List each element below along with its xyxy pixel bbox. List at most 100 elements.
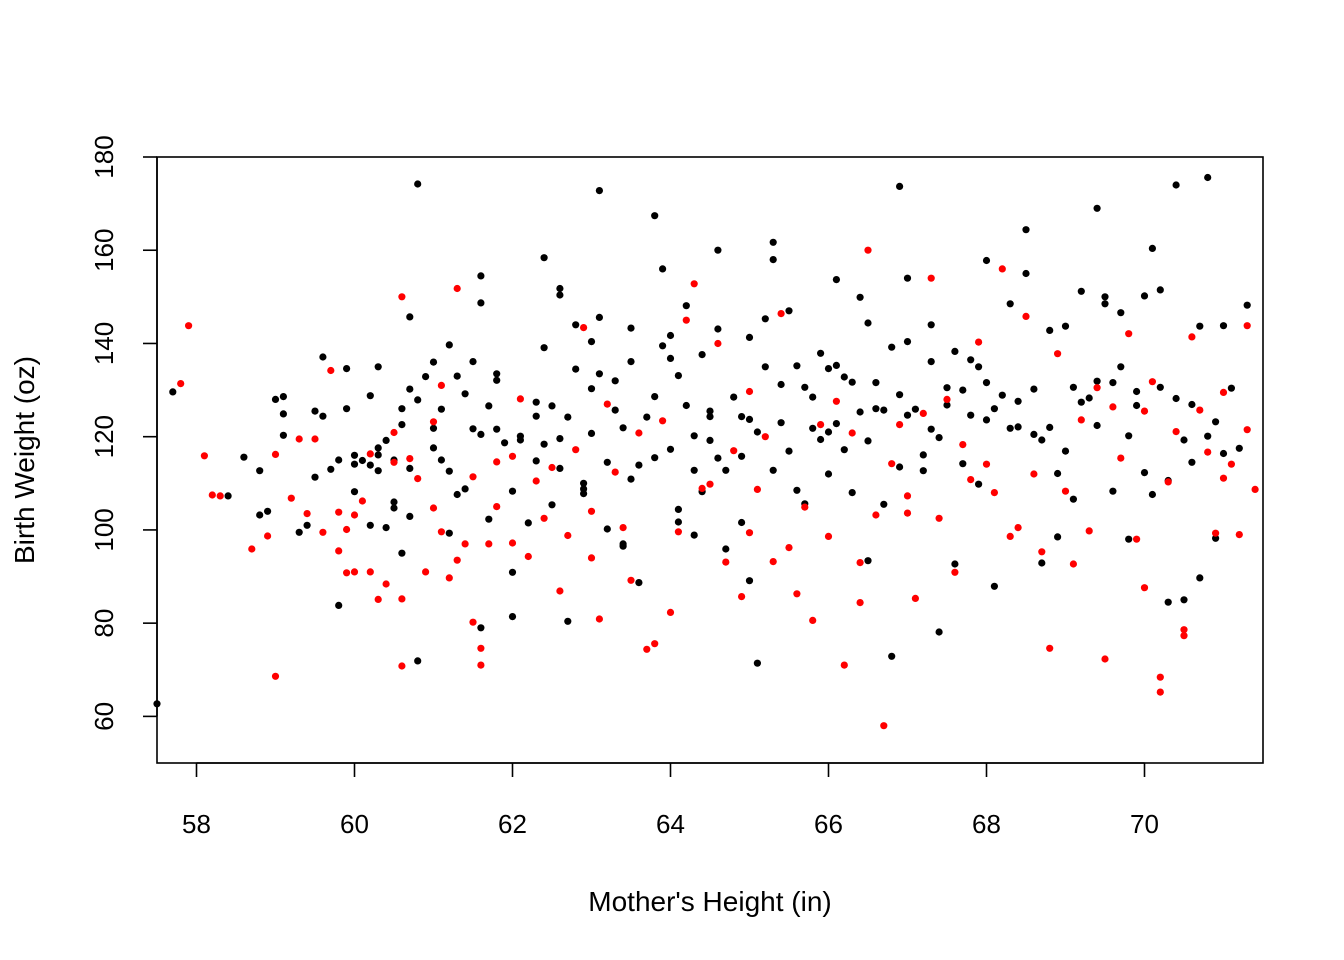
data-point-s1-17 xyxy=(343,569,351,577)
data-point-s0-200 xyxy=(927,321,935,329)
data-point-s1-58 xyxy=(572,446,580,454)
data-point-s1-35 xyxy=(429,418,438,426)
data-point-s1-82 xyxy=(745,529,754,537)
data-point-s1-47 xyxy=(493,503,501,511)
data-point-s0-41 xyxy=(406,385,414,393)
data-point-s0-55 xyxy=(445,529,453,537)
data-point-s1-91 xyxy=(817,421,825,429)
data-point-s0-198 xyxy=(919,467,927,475)
data-point-s0-244 xyxy=(1101,293,1109,301)
data-point-s0-25 xyxy=(358,456,366,465)
data-point-s0-135 xyxy=(706,413,714,421)
data-point-s0-129 xyxy=(682,401,690,410)
x-tick-label-3: 64 xyxy=(656,809,685,839)
data-point-s1-113 xyxy=(975,338,983,346)
data-point-s1-4 xyxy=(216,492,224,500)
data-point-s0-250 xyxy=(1125,535,1133,543)
data-point-s1-37 xyxy=(437,528,445,536)
data-point-s0-12 xyxy=(303,521,311,529)
data-point-s1-152 xyxy=(1243,426,1251,434)
data-point-s0-51 xyxy=(429,444,438,452)
data-point-s0-11 xyxy=(295,528,303,536)
data-point-s1-131 xyxy=(1117,454,1125,462)
data-point-s0-143 xyxy=(730,393,738,401)
data-point-s0-204 xyxy=(943,384,951,392)
data-point-s0-62 xyxy=(469,425,477,433)
data-point-s0-251 xyxy=(1125,432,1133,440)
data-point-s0-128 xyxy=(682,302,690,310)
data-point-s0-98 xyxy=(587,338,596,346)
data-point-s0-225 xyxy=(1022,269,1030,278)
data-point-s0-191 xyxy=(896,463,904,471)
data-point-s1-136 xyxy=(1148,378,1156,386)
data-point-s0-6 xyxy=(264,507,272,515)
data-point-s1-132 xyxy=(1125,330,1133,338)
data-point-s1-76 xyxy=(706,480,714,488)
data-point-s0-82 xyxy=(540,254,548,262)
data-point-s0-270 xyxy=(1204,173,1212,182)
data-point-s0-4 xyxy=(256,511,264,519)
data-point-s0-18 xyxy=(335,601,343,610)
data-point-s1-116 xyxy=(998,265,1006,273)
data-point-s0-201 xyxy=(927,425,935,433)
data-point-s0-35 xyxy=(390,504,398,512)
data-point-s0-79 xyxy=(532,412,540,420)
data-point-s1-73 xyxy=(682,316,690,324)
data-point-s1-52 xyxy=(524,552,532,561)
data-point-s0-254 xyxy=(1140,292,1149,300)
data-point-s0-121 xyxy=(659,342,667,350)
data-point-s0-111 xyxy=(627,358,635,366)
data-point-s1-90 xyxy=(809,616,817,625)
data-point-s0-146 xyxy=(738,452,746,460)
data-point-s0-90 xyxy=(556,435,564,443)
data-point-s0-40 xyxy=(398,405,406,413)
data-point-s0-59 xyxy=(461,485,469,493)
data-point-s1-98 xyxy=(864,246,872,254)
data-point-s0-74 xyxy=(508,613,517,621)
data-point-s1-138 xyxy=(1156,688,1164,696)
data-point-s0-126 xyxy=(674,518,683,526)
data-point-s0-132 xyxy=(690,531,698,539)
data-point-s0-16 xyxy=(319,412,327,420)
data-point-s0-133 xyxy=(698,351,706,359)
data-point-s1-114 xyxy=(982,460,991,468)
data-point-s0-47 xyxy=(414,657,422,665)
data-point-s0-213 xyxy=(975,480,983,488)
data-point-s1-10 xyxy=(295,435,303,443)
data-point-s1-65 xyxy=(619,524,627,532)
data-point-s0-7 xyxy=(271,395,280,403)
data-point-s0-267 xyxy=(1188,458,1196,466)
x-axis: 58 60 62 64 66 68 70 xyxy=(182,762,1159,839)
data-point-s0-45 xyxy=(414,180,422,188)
data-point-s1-129 xyxy=(1101,655,1109,663)
data-point-s0-67 xyxy=(485,515,493,523)
data-point-s0-207 xyxy=(951,347,959,355)
data-point-s1-94 xyxy=(840,661,848,669)
data-point-s0-87 xyxy=(556,464,564,472)
data-point-s0-144 xyxy=(738,518,746,527)
data-point-s1-11 xyxy=(303,509,311,518)
data-point-s1-144 xyxy=(1196,406,1204,414)
data-point-s1-95 xyxy=(848,429,856,437)
data-point-s0-257 xyxy=(1148,244,1156,252)
data-point-s0-1 xyxy=(169,388,177,396)
data-point-s0-220 xyxy=(1006,300,1014,308)
data-point-s0-223 xyxy=(1014,397,1022,405)
data-point-s0-94 xyxy=(572,321,580,329)
data-point-s0-137 xyxy=(706,436,714,444)
data-point-s0-229 xyxy=(1038,559,1046,567)
data-point-s0-243 xyxy=(1093,421,1101,430)
data-point-s1-111 xyxy=(959,441,967,449)
data-point-s1-41 xyxy=(461,540,469,548)
data-point-s0-278 xyxy=(1243,301,1251,309)
data-point-s1-68 xyxy=(643,645,651,653)
data-point-s0-91 xyxy=(564,617,572,625)
data-point-s0-215 xyxy=(982,256,991,265)
data-point-s1-64 xyxy=(611,468,619,476)
data-point-s0-230 xyxy=(1046,326,1054,334)
data-point-s0-246 xyxy=(1109,379,1117,387)
data-point-s0-273 xyxy=(1212,534,1220,542)
data-point-s0-57 xyxy=(453,490,461,499)
data-point-s0-14 xyxy=(311,473,319,481)
